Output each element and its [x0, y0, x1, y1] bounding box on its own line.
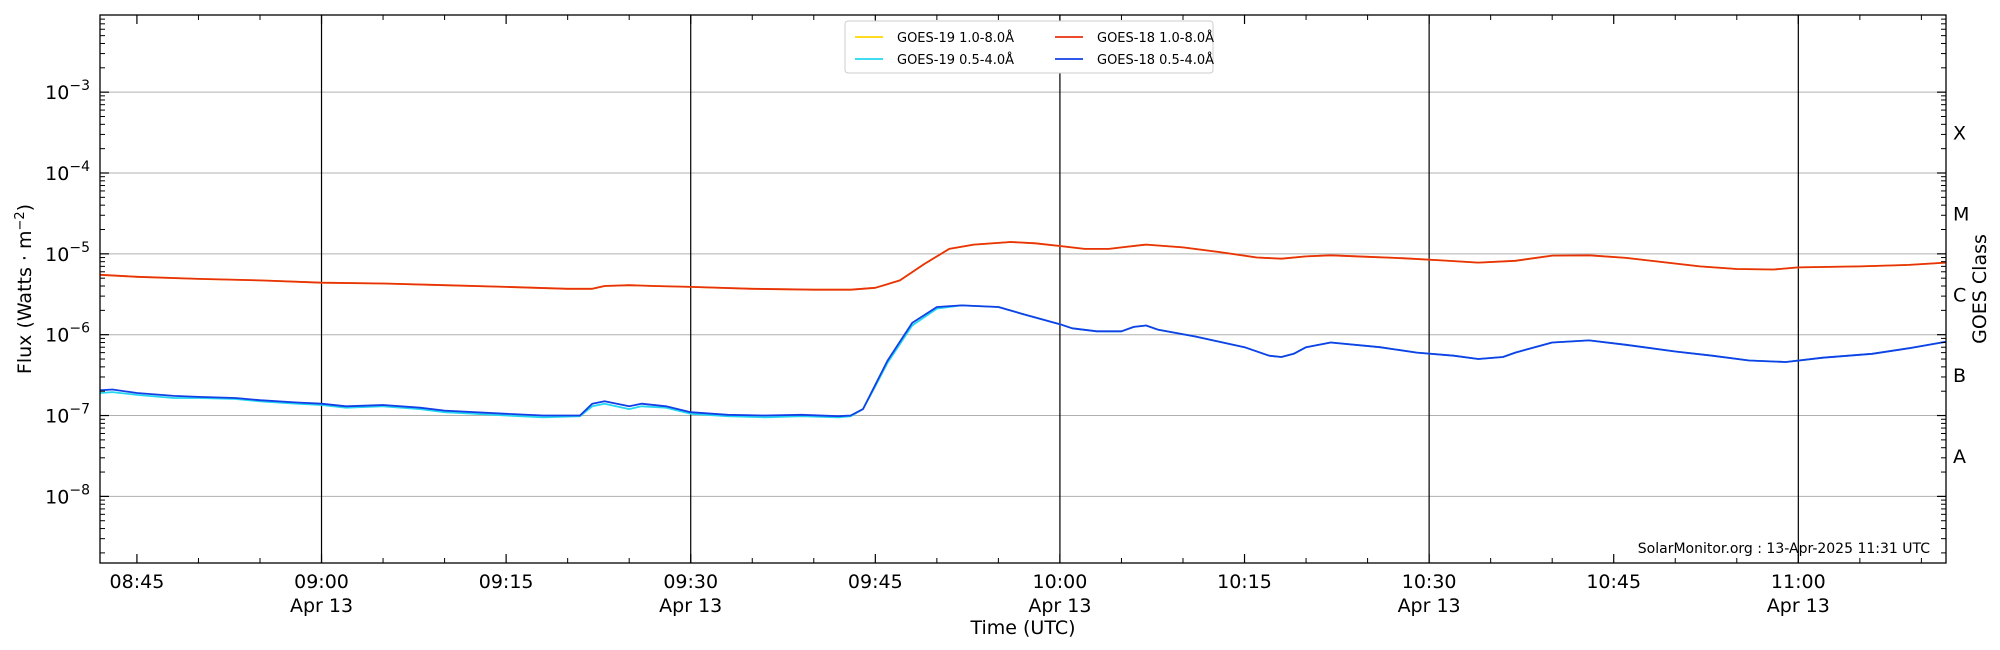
y-tick-exponent: −4 [69, 159, 90, 175]
x-tick-date-1: Apr 13 [290, 595, 353, 617]
y-tick-exponent: −5 [69, 240, 90, 256]
x-tick-label-4: 09:45 [848, 571, 903, 593]
x-tick-label-1: 09:00 [294, 571, 349, 593]
x-tick-date-5: Apr 13 [1028, 595, 1091, 617]
goes-class-b: B [1953, 365, 1966, 387]
right-axis-title: GOES Class [1969, 234, 1991, 344]
y-tick-label-2: 10−6 [45, 321, 90, 347]
goes-class-m: M [1953, 203, 1969, 225]
legend-label-2: GOES-19 0.5-4.0Å [897, 52, 1014, 68]
y-tick-label-5: 10−3 [45, 78, 90, 104]
goes-class-c: C [1953, 284, 1966, 306]
goes-class-labels: A B C M X [1953, 123, 1969, 468]
series-line-3 [99, 304, 1947, 418]
x-tick-label-6: 10:15 [1217, 571, 1272, 593]
y-tick-base: 10 [45, 486, 69, 508]
y-axis-title-exponent: −2 [13, 211, 28, 230]
y-tick-base: 10 [45, 325, 69, 347]
vertical-day-lines [320, 15, 1799, 563]
series-layer [99, 241, 1947, 419]
y-tick-base: 10 [45, 244, 69, 266]
y-tick-labels: 10−810−710−610−510−410−3 [45, 78, 90, 508]
x-tick-label-7: 10:30 [1402, 571, 1457, 593]
y-axis-title: Flux (Watts · m−2) [13, 204, 37, 374]
legend-box [844, 20, 1214, 74]
x-tick-date-9: Apr 13 [1767, 595, 1830, 617]
series-line-1 [99, 241, 1947, 291]
y-tick-label-4: 10−4 [45, 159, 90, 185]
x-tick-label-9: 11:00 [1771, 571, 1826, 593]
y-axis-title-main: Flux (Watts · m [14, 231, 36, 375]
grid-layer [100, 91, 1946, 497]
legend-label-1: GOES-18 1.0-8.0Å [1097, 30, 1214, 46]
tick-layer [100, 14, 1946, 563]
y-tick-exponent: −3 [69, 78, 90, 94]
x-tick-label-2: 09:15 [479, 571, 534, 593]
goes-class-a: A [1953, 446, 1966, 468]
x-tick-label-0: 08:45 [110, 571, 165, 593]
y-tick-base: 10 [45, 82, 69, 104]
y-tick-exponent: −6 [69, 321, 90, 337]
x-tick-label-3: 09:30 [663, 571, 718, 593]
y-tick-label-3: 10−5 [45, 240, 90, 266]
x-axis-title: Time (UTC) [969, 617, 1075, 639]
legend-label-0: GOES-19 1.0-8.0Å [897, 30, 1014, 46]
plot-frame [99, 14, 1947, 564]
series-line-2 [99, 304, 1947, 419]
legend-label-3: GOES-18 0.5-4.0Å [1097, 52, 1214, 68]
legend: GOES-19 1.0-8.0Å GOES-19 0.5-4.0Å GOES-18 … [844, 20, 1214, 74]
goes-class-x: X [1953, 123, 1966, 145]
x-tick-date-3: Apr 13 [659, 595, 722, 617]
x-tick-label-5: 10:00 [1033, 571, 1088, 593]
y-tick-label-0: 10−8 [45, 482, 90, 508]
y-tick-base: 10 [45, 406, 69, 428]
x-tick-date-7: Apr 13 [1398, 595, 1461, 617]
y-tick-base: 10 [45, 163, 69, 185]
y-tick-exponent: −8 [69, 482, 90, 498]
y-tick-label-1: 10−7 [45, 402, 90, 428]
y-tick-exponent: −7 [69, 402, 90, 418]
credit-text: SolarMonitor.org : 13-Apr-2025 11:31 UTC [1638, 541, 1930, 557]
y-axis-title-close: ) [14, 204, 36, 211]
x-tick-label-8: 10:45 [1586, 571, 1641, 593]
